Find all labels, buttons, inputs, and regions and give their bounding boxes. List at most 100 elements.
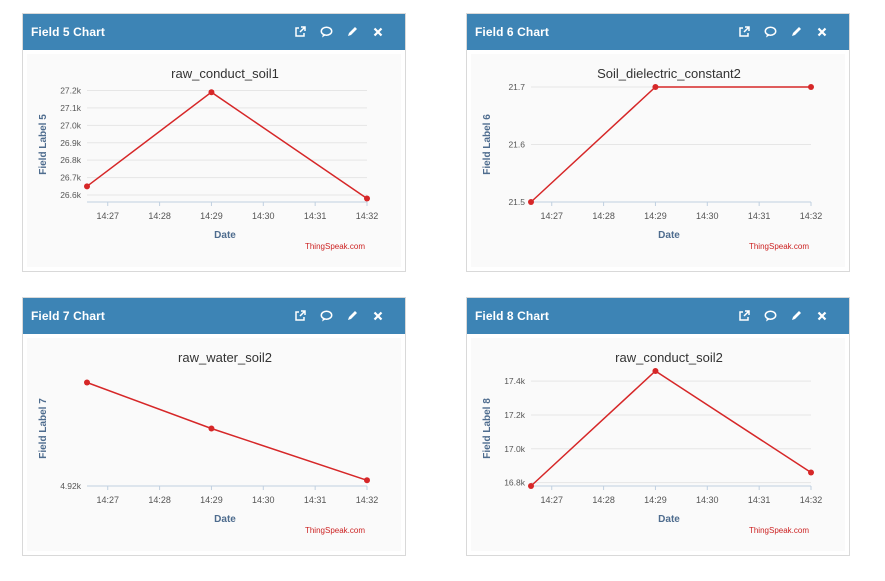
y-tick-label: 27.0k (60, 120, 82, 130)
x-tick-label: 14:32 (356, 211, 379, 221)
field-6-chart-panel: Field 6 Chart Soil_dielectric_constant2 2… (466, 13, 850, 272)
line-chart: Soil_dielectric_constant2 21.7 21.6 21.5 14:… (482, 66, 822, 251)
x-tick-label: 14:28 (148, 211, 171, 221)
data-point[interactable] (208, 425, 215, 432)
close-icon[interactable] (809, 306, 835, 326)
close-icon[interactable] (365, 306, 391, 326)
data-point[interactable] (84, 379, 90, 386)
x-tick-label: 14:30 (696, 211, 719, 221)
y-tick-label: 26.9k (60, 138, 82, 148)
external-link-icon[interactable] (287, 22, 313, 42)
field-7-chart-panel: Field 7 Chart raw_water_soil2 4.92k 14:27 1… (22, 297, 406, 556)
x-tick-label: 14:28 (592, 495, 615, 505)
close-icon[interactable] (809, 22, 835, 42)
y-tick-label: 26.7k (60, 173, 82, 183)
line-chart: raw_water_soil2 4.92k 14:27 14:28 14:29 14:30… (38, 350, 379, 535)
y-tick-label: 27.2k (60, 85, 82, 95)
external-link-icon[interactable] (731, 22, 757, 42)
y-tick-label: 4.92k (60, 481, 82, 491)
x-tick-label: 14:30 (252, 495, 275, 505)
close-icon[interactable] (365, 22, 391, 42)
field-5-chart-panel: Field 5 Chart raw_conduct_soil1 27.2k 27.1… (22, 13, 406, 272)
chart-title: raw_water_soil2 (178, 350, 272, 365)
chart-title: raw_conduct_soil1 (171, 66, 279, 81)
y-axis-label: Field Label 6 (482, 114, 493, 175)
thingspeak-credit-link[interactable]: ThingSpeak.com (305, 526, 365, 535)
panel-header: Field 5 Chart (23, 14, 405, 50)
data-point[interactable] (808, 469, 814, 476)
chart-area: Soil_dielectric_constant2 21.7 21.6 21.5 14:… (471, 54, 845, 267)
comment-icon[interactable] (757, 22, 783, 42)
y-tick-label: 27.1k (60, 103, 82, 113)
pencil-icon[interactable] (783, 22, 809, 42)
x-tick-label: 14:31 (304, 211, 327, 221)
x-tick-label: 14:31 (748, 211, 771, 221)
chart-area: raw_conduct_soil1 27.2k 27.1k 27.0k 26.9k 26.… (27, 54, 401, 267)
field-8-chart-panel: Field 8 Chart raw_conduct_soil2 17.4k 17.2… (466, 297, 850, 556)
x-tick-label: 14:29 (200, 211, 223, 221)
x-tick-label: 14:32 (356, 495, 379, 505)
panel-title: Field 8 Chart (475, 309, 549, 323)
x-tick-label: 14:27 (96, 495, 119, 505)
panel-actions (287, 22, 391, 42)
panel-header: Field 6 Chart (467, 14, 849, 50)
y-tick-label: 17.2k (504, 410, 526, 420)
x-tick-label: 14:27 (96, 211, 119, 221)
panel-actions (287, 306, 391, 326)
thingspeak-credit-link[interactable]: ThingSpeak.com (749, 242, 809, 251)
data-point[interactable] (808, 84, 814, 90)
x-tick-label: 14:32 (800, 495, 823, 505)
y-axis-label: Field Label 5 (38, 114, 49, 175)
pencil-icon[interactable] (783, 306, 809, 326)
x-axis-label: Date (658, 514, 680, 525)
y-tick-label: 17.4k (504, 376, 526, 386)
thingspeak-credit-link[interactable]: ThingSpeak.com (749, 526, 809, 535)
external-link-icon[interactable] (731, 306, 757, 326)
external-link-icon[interactable] (287, 306, 313, 326)
panel-actions (731, 306, 835, 326)
pencil-icon[interactable] (339, 306, 365, 326)
x-tick-label: 14:27 (540, 211, 563, 221)
chart-area: raw_conduct_soil2 17.4k 17.2k 17.0k 16.8k 14:… (471, 338, 845, 551)
line-chart: raw_conduct_soil1 27.2k 27.1k 27.0k 26.9k 26.… (38, 66, 379, 251)
data-point[interactable] (528, 483, 534, 489)
x-axis-label: Date (658, 230, 680, 241)
x-tick-label: 14:29 (200, 495, 223, 505)
panel-actions (731, 22, 835, 42)
y-axis-label: Field Label 7 (38, 398, 49, 459)
x-tick-label: 14:28 (148, 495, 171, 505)
thingspeak-credit-link[interactable]: ThingSpeak.com (305, 242, 365, 251)
x-axis-label: Date (214, 514, 236, 525)
data-point[interactable] (528, 199, 534, 205)
data-point[interactable] (84, 183, 90, 190)
series-line (530, 370, 812, 487)
x-tick-label: 14:31 (748, 495, 771, 505)
data-point[interactable] (364, 195, 370, 202)
chart-title: raw_conduct_soil2 (615, 350, 723, 365)
line-chart: raw_conduct_soil2 17.4k 17.2k 17.0k 16.8k 14:… (482, 350, 823, 535)
comment-icon[interactable] (313, 306, 339, 326)
panel-title: Field 7 Chart (31, 309, 105, 323)
data-point[interactable] (652, 368, 659, 374)
data-point[interactable] (208, 89, 215, 96)
comment-icon[interactable] (313, 22, 339, 42)
x-tick-label: 14:31 (304, 495, 327, 505)
comment-icon[interactable] (757, 306, 783, 326)
y-tick-label: 21.6 (508, 140, 525, 150)
panel-title: Field 6 Chart (475, 25, 549, 39)
panel-title: Field 5 Chart (31, 25, 105, 39)
chart-area: raw_water_soil2 4.92k 14:27 14:28 14:29 14:30… (27, 338, 401, 551)
y-tick-label: 17.0k (504, 444, 526, 454)
panel-header: Field 7 Chart (23, 298, 405, 334)
panel-header: Field 8 Chart (467, 298, 849, 334)
x-tick-label: 14:28 (592, 211, 615, 221)
y-tick-label: 26.6k (60, 190, 82, 200)
x-tick-label: 14:29 (644, 211, 667, 221)
data-point[interactable] (364, 477, 370, 484)
y-axis-label: Field Label 8 (482, 398, 493, 459)
pencil-icon[interactable] (339, 22, 365, 42)
y-tick-label: 26.8k (60, 155, 82, 165)
y-tick-label: 21.5 (508, 197, 525, 207)
series-line (86, 381, 368, 482)
data-point[interactable] (652, 84, 659, 90)
